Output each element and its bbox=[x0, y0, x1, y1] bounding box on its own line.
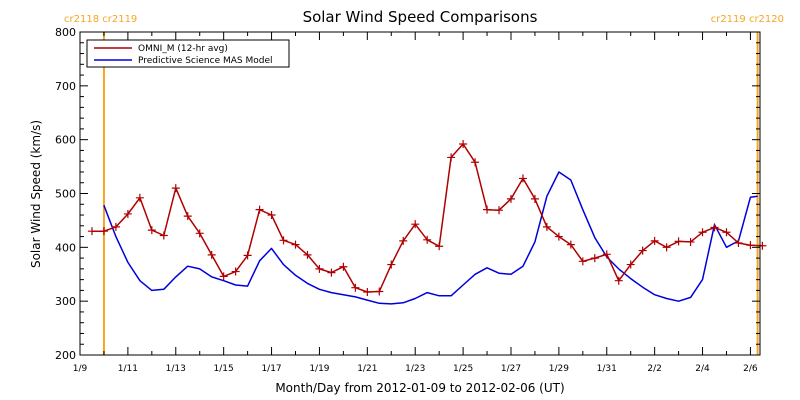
omni-data-point bbox=[327, 268, 336, 277]
plot-area bbox=[87, 32, 767, 355]
omni-data-point bbox=[411, 220, 420, 229]
omni-data-point bbox=[518, 174, 527, 183]
omni-data-point bbox=[159, 231, 168, 240]
omni-data-point bbox=[315, 264, 324, 273]
omni-data-point bbox=[530, 194, 539, 203]
omni-data-point bbox=[459, 139, 468, 148]
omni-data-point bbox=[506, 194, 515, 203]
cr-marker-right-label: cr2119 cr2120 bbox=[711, 14, 784, 25]
x-tick-label: 1/21 bbox=[357, 364, 377, 374]
x-tick-label: 1/23 bbox=[405, 364, 425, 374]
omni-data-point bbox=[303, 250, 312, 259]
omni-data-point bbox=[111, 222, 120, 231]
omni-data-point bbox=[423, 235, 432, 244]
omni-data-point bbox=[566, 240, 575, 249]
omni-data-point bbox=[602, 250, 611, 259]
omni-data-point bbox=[87, 227, 96, 236]
y-tick-label: 700 bbox=[55, 80, 76, 93]
cr-marker-left-label: cr2118 cr2119 bbox=[64, 14, 137, 25]
omni-data-point bbox=[698, 228, 707, 237]
legend: OMNI_M (12-hr avg) Predictive Science MA… bbox=[86, 39, 290, 68]
omni-data-point bbox=[674, 237, 683, 246]
x-tick-label: 2/6 bbox=[743, 364, 758, 374]
y-tick-label: 300 bbox=[55, 295, 76, 308]
x-tick-label: 1/11 bbox=[118, 364, 138, 374]
omni-data-point bbox=[123, 209, 132, 218]
omni-data-point bbox=[746, 241, 755, 250]
y-tick-label: 200 bbox=[55, 349, 76, 362]
x-axis: 1/9 1/11 1/13 1/15 1/17 1/19 1/21 1/23 1/25 1/27 1… bbox=[73, 32, 758, 374]
omni-data-point bbox=[734, 239, 743, 248]
omni-data-point bbox=[662, 243, 671, 252]
y-axis-label: Solar Wind Speed (km/s) bbox=[29, 120, 43, 268]
omni-data-point bbox=[626, 260, 635, 269]
series-line-0 bbox=[92, 143, 763, 293]
omni-data-point bbox=[435, 242, 444, 251]
omni-data-point bbox=[267, 211, 276, 220]
omni-data-point bbox=[183, 212, 192, 221]
omni-data-point bbox=[542, 222, 551, 231]
omni-data-point bbox=[279, 236, 288, 245]
x-tick-label: 1/31 bbox=[597, 364, 617, 374]
omni-data-point bbox=[722, 228, 731, 237]
omni-data-point bbox=[207, 250, 216, 259]
omni-data-point bbox=[99, 227, 108, 236]
omni-data-point bbox=[147, 226, 156, 235]
series-line-1 bbox=[103, 171, 758, 305]
y-tick-label: 800 bbox=[55, 26, 76, 39]
x-tick-label: 1/9 bbox=[73, 364, 88, 374]
omni-data-point bbox=[291, 240, 300, 249]
x-tick-label: 1/13 bbox=[166, 364, 186, 374]
omni-data-point bbox=[375, 287, 384, 296]
chart-title: Solar Wind Speed Comparisons bbox=[303, 8, 538, 26]
y-axis: 200 300 400 500 600 700 800 bbox=[55, 26, 760, 362]
omni-data-point bbox=[195, 229, 204, 238]
omni-data-point bbox=[351, 283, 360, 292]
y-tick-label: 500 bbox=[55, 188, 76, 201]
omni-data-point bbox=[219, 272, 228, 281]
omni-data-point bbox=[399, 236, 408, 245]
omni-data-point bbox=[686, 237, 695, 246]
omni-data-point bbox=[638, 246, 647, 255]
x-tick-label: 2/2 bbox=[647, 364, 661, 374]
x-tick-label: 1/27 bbox=[501, 364, 521, 374]
omni-data-point bbox=[471, 158, 480, 167]
x-tick-label: 1/15 bbox=[214, 364, 234, 374]
legend-label-model: Predictive Science MAS Model bbox=[138, 56, 273, 66]
x-axis-label: Month/Day from 2012-01-09 to 2012-02-06 … bbox=[275, 381, 564, 395]
x-tick-label: 1/29 bbox=[549, 364, 569, 374]
y-tick-label: 600 bbox=[55, 134, 76, 147]
omni-data-point bbox=[554, 232, 563, 241]
legend-box bbox=[86, 39, 290, 68]
omni-data-point bbox=[710, 223, 719, 232]
omni-data-point bbox=[650, 236, 659, 245]
omni-data-point bbox=[255, 205, 264, 214]
omni-data-point bbox=[135, 193, 144, 202]
omni-data-point bbox=[495, 206, 504, 215]
omni-data-point bbox=[590, 254, 599, 263]
x-tick-label: 1/17 bbox=[261, 364, 281, 374]
omni-data-point bbox=[578, 257, 587, 266]
x-tick-label: 1/25 bbox=[453, 364, 473, 374]
omni-data-point bbox=[483, 205, 492, 214]
omni-data-point bbox=[363, 288, 372, 297]
omni-data-point bbox=[614, 276, 623, 285]
x-tick-label: 2/4 bbox=[695, 364, 710, 374]
omni-data-point bbox=[171, 184, 180, 193]
omni-data-point bbox=[387, 260, 396, 269]
omni-data-point bbox=[339, 262, 348, 271]
x-tick-label: 1/19 bbox=[309, 364, 329, 374]
y-tick-label: 400 bbox=[55, 241, 76, 254]
omni-data-point bbox=[231, 267, 240, 276]
legend-label-omni: OMNI_M (12-hr avg) bbox=[138, 44, 228, 54]
omni-data-point bbox=[243, 251, 252, 260]
plot-frame bbox=[79, 31, 761, 356]
omni-data-point bbox=[447, 153, 456, 162]
